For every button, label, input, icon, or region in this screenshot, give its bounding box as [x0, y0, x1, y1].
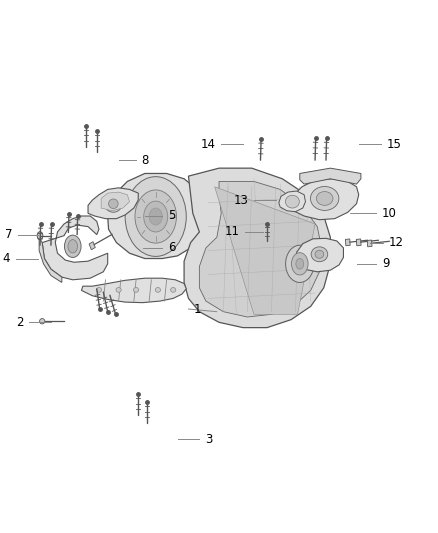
Polygon shape — [346, 239, 350, 246]
Text: 4: 4 — [3, 252, 11, 265]
Text: 3: 3 — [205, 433, 212, 446]
Polygon shape — [81, 278, 186, 303]
Text: 1: 1 — [194, 303, 201, 316]
Ellipse shape — [296, 259, 304, 269]
Text: 12: 12 — [389, 236, 403, 249]
Text: 9: 9 — [382, 257, 389, 270]
Ellipse shape — [68, 240, 78, 253]
Polygon shape — [108, 173, 204, 259]
Polygon shape — [184, 168, 330, 328]
Text: 14: 14 — [201, 138, 215, 151]
Text: 8: 8 — [142, 154, 149, 167]
Text: 2: 2 — [16, 316, 23, 329]
Text: 10: 10 — [382, 207, 397, 220]
Ellipse shape — [105, 195, 122, 212]
Ellipse shape — [96, 287, 102, 292]
Polygon shape — [292, 179, 359, 220]
Polygon shape — [295, 238, 343, 272]
Ellipse shape — [125, 176, 186, 256]
Polygon shape — [356, 239, 361, 246]
Ellipse shape — [311, 247, 328, 262]
Polygon shape — [101, 192, 130, 211]
Ellipse shape — [315, 251, 324, 259]
Ellipse shape — [109, 199, 118, 208]
Text: 13: 13 — [233, 193, 248, 207]
Polygon shape — [199, 181, 321, 317]
Polygon shape — [89, 241, 95, 250]
Polygon shape — [300, 168, 361, 184]
Polygon shape — [39, 237, 62, 282]
Polygon shape — [42, 216, 108, 280]
Ellipse shape — [170, 287, 176, 292]
Ellipse shape — [149, 208, 162, 225]
Text: 15: 15 — [386, 138, 401, 151]
Ellipse shape — [291, 253, 308, 275]
Text: 5: 5 — [168, 209, 175, 222]
Ellipse shape — [39, 319, 45, 324]
Ellipse shape — [286, 195, 299, 208]
Ellipse shape — [155, 287, 160, 292]
Ellipse shape — [116, 287, 121, 292]
Polygon shape — [215, 187, 315, 314]
Ellipse shape — [316, 191, 333, 205]
Ellipse shape — [311, 187, 339, 211]
Polygon shape — [279, 191, 305, 212]
Ellipse shape — [37, 232, 43, 240]
Ellipse shape — [135, 190, 177, 243]
Polygon shape — [367, 240, 372, 247]
Text: 6: 6 — [168, 241, 176, 254]
Text: 7: 7 — [5, 228, 13, 241]
Polygon shape — [88, 188, 138, 219]
Ellipse shape — [144, 201, 168, 232]
Ellipse shape — [286, 245, 314, 282]
Ellipse shape — [134, 287, 139, 292]
Text: 11: 11 — [225, 225, 240, 238]
Ellipse shape — [64, 235, 81, 257]
